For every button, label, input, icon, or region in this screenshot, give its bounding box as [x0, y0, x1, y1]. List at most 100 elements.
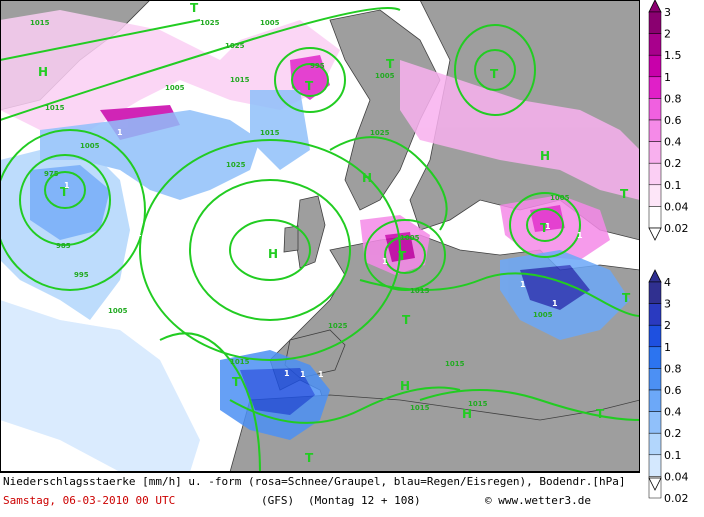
isobar-europe-low-2: [364, 219, 446, 291]
pressure-label: 1025: [225, 42, 245, 50]
legend_rain-level-label: 3: [664, 298, 671, 311]
legend_snow-color-step: [648, 54, 662, 78]
low-center: T: [540, 221, 549, 235]
pressure-label: 1015: [445, 360, 465, 368]
legend_snow-color-step: [648, 162, 662, 186]
legend_snow-level-label: 0.4: [664, 136, 682, 149]
legend_snow-level-label: 0.04: [664, 200, 689, 213]
pressure-label: 1005: [260, 19, 280, 27]
legend_rain-level-label: 0.2: [664, 427, 682, 440]
precip-value: 1: [577, 231, 583, 240]
legend_snow-level-label: 0.02: [664, 222, 689, 235]
legend_rain-color-step: [648, 324, 662, 348]
precip-value: 1: [520, 280, 526, 289]
low-center: T: [596, 407, 605, 421]
snow-legend: 3 2 1.5 1 0.8 0.6 0.4 0.2 0.1 0.04 0.02: [648, 0, 689, 241]
low-center: T: [386, 57, 395, 71]
legend_snow-color-step: [648, 119, 662, 142]
pressure-label: 1025: [370, 129, 390, 137]
precip-value: 1: [64, 181, 70, 190]
high-center: H: [540, 149, 550, 163]
isobar-med: [229, 386, 461, 424]
pressure-label: 1005: [533, 311, 553, 319]
legend_snow-color-step: [648, 11, 662, 34]
legend_rain-level-label: 0.1: [664, 449, 682, 462]
legend_snow-color-step: [648, 141, 662, 164]
legend_rain-color-step: [648, 454, 662, 477]
isobar-high-ring-1: [229, 219, 311, 281]
legend_rain-level-label: 0.04: [664, 470, 689, 483]
legend_rain-level-label: 0.4: [664, 406, 682, 419]
legend_rain-color-step: [648, 432, 662, 456]
legend_snow-level-label: 1.5: [664, 49, 682, 62]
map-border: [0, 0, 640, 472]
legend_rain-color-step: [648, 281, 662, 304]
low-center: T: [402, 313, 411, 327]
legend_snow-level-label: 0.8: [664, 92, 682, 105]
isobar-scand: [329, 136, 448, 231]
isobar-russia-high-1: [474, 49, 516, 91]
legend_snow-level-label: 3: [664, 6, 671, 19]
legend_rain-color-step: [648, 411, 662, 434]
pressure-label: 1015: [260, 129, 280, 137]
legend_snow-level-label: 0.1: [664, 179, 682, 192]
low-center: T: [305, 79, 314, 93]
pressure-label: 1015: [410, 287, 430, 295]
low-center: T: [620, 187, 629, 201]
legend_rain-level-label: 4: [664, 276, 671, 289]
isobar-high-ring-3: [139, 139, 401, 361]
rain-legend-bottom-arrow: [648, 477, 662, 491]
model-run: (Montag 12 + 108): [308, 494, 421, 507]
isobars: [0, 7, 640, 472]
pressure-label: 1025: [328, 322, 348, 330]
precip-value: 1: [203, 414, 209, 423]
rain-legend-top-arrow: [648, 269, 662, 283]
isobar-europe-low-1: [384, 236, 426, 274]
legend_rain-level-label: 2: [664, 319, 671, 332]
low-center: T: [305, 451, 314, 465]
legend_rain-color-step: [648, 303, 662, 326]
isobar-low-ring-2: [19, 154, 111, 246]
isobar-north-1: [0, 19, 201, 61]
legend_snow-level-label: 2: [664, 28, 671, 41]
ireland-land: [283, 225, 299, 253]
north-africa-land: [229, 394, 640, 472]
legend_rain-color-step: [648, 389, 662, 412]
model-name: (GFS): [261, 494, 295, 507]
precip-value: 1: [131, 262, 137, 271]
pressure-label: 1015: [230, 358, 250, 366]
precip-markers: 1 1 1 1 1 1 1 1 1 1 1 1 1: [64, 128, 583, 423]
pressure-label: 1005: [80, 142, 100, 150]
isobar-north-low-1: [291, 63, 329, 97]
chart-description: Niederschlagsstaerke [mm/h] u. -form (ro…: [3, 475, 626, 488]
pressure-label: 1015: [230, 76, 250, 84]
snow-legend-top-arrow: [648, 0, 662, 13]
legend_snow-color-step: [648, 76, 662, 99]
low-center: T: [190, 1, 199, 15]
pressure-label: 975: [44, 170, 59, 178]
legend_snow-color-step: [648, 98, 662, 121]
precip-value: 1: [136, 229, 142, 238]
isobar-africa: [419, 389, 640, 421]
pressure-label: 1015: [468, 400, 488, 408]
low-center: T: [60, 185, 69, 199]
legend_snow-level-label: 1: [664, 71, 671, 84]
high-center: H: [362, 171, 372, 185]
precip-value: 1: [318, 370, 324, 379]
legend_rain-level-label: 0.6: [664, 384, 682, 397]
legend_snow-color-step: [648, 206, 662, 229]
scandinavia-land: [329, 9, 441, 211]
pressure-label: 1005: [165, 84, 185, 92]
pressure-label: 1025: [200, 19, 220, 27]
isobar-north-2: [0, 7, 401, 121]
low-center: T: [398, 249, 407, 263]
legend_snow-level-label: 0.6: [664, 114, 682, 127]
isobar-blacksea-low-1: [526, 208, 564, 242]
rain-legend: 4 3 2 1 0.8 0.6 0.4 0.2 0.1 0.04 0.02: [648, 269, 689, 505]
legend_rain-level-label: 0.02: [664, 492, 689, 505]
isobar-south-europe: [359, 272, 640, 317]
low-center: T: [622, 291, 631, 305]
legend_rain-color-step: [648, 346, 662, 369]
weather-map: 1015 1025 1005 1015 1005 1025 1015 995 1…: [0, 0, 640, 472]
copyright-link[interactable]: © www.wetter3.de: [485, 494, 591, 507]
